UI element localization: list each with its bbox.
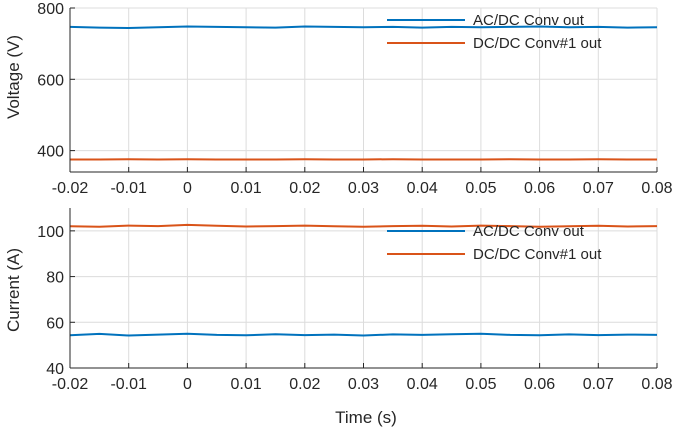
current-legend-label: DC/DC Conv#1 out <box>473 246 602 263</box>
current-x-tick-label: -0.02 <box>52 376 89 393</box>
voltage-legend-label: AC/DC Conv out <box>473 12 585 29</box>
current-x-tick-label: -0.01 <box>110 376 147 393</box>
voltage-x-tick-label: 0.07 <box>583 180 614 197</box>
voltage-x-tick-label: 0.08 <box>641 180 672 197</box>
voltage-y-axis-label: Voltage (V) <box>4 35 23 119</box>
current-y-tick-label: 60 <box>46 315 64 332</box>
time-x-axis-label: Time (s) <box>335 408 397 427</box>
voltage-y-tick-label: 800 <box>37 1 64 18</box>
current-x-tick-label: 0.07 <box>583 376 614 393</box>
current-x-tick-label: 0 <box>183 376 192 393</box>
voltage-panel: Voltage (V) -0.02 -0.01 0 0.01 0.02 0.03 0.04 0… <box>4 1 673 197</box>
voltage-y-tick-label: 600 <box>37 72 64 89</box>
current-y-axis-label: Current (A) <box>4 248 23 332</box>
current-x-tick-label: 0.03 <box>348 376 379 393</box>
current-y-tick-label: 80 <box>46 270 64 287</box>
current-series-line-ac-dc <box>69 332 658 337</box>
current-panel: Current (A) Time (s) -0.02 -0.01 0 0.01 0.02… <box>4 208 673 427</box>
voltage-x-tick-label: 0.04 <box>407 180 438 197</box>
current-x-tick-label: 0.05 <box>465 376 496 393</box>
voltage-x-tick-label: -0.01 <box>110 180 147 197</box>
voltage-x-tick-label: 0.03 <box>348 180 379 197</box>
current-y-tick-label: 40 <box>46 361 64 378</box>
current-y-tick-label: 100 <box>37 224 64 241</box>
current-x-tick-label: 0.02 <box>289 376 320 393</box>
current-x-tick-label: 0.01 <box>231 376 262 393</box>
voltage-x-tick-label: 0.05 <box>465 180 496 197</box>
current-legend-label: AC/DC Conv out <box>473 223 585 240</box>
voltage-x-tick-label: 0.02 <box>289 180 320 197</box>
voltage-x-tick-label: 0.06 <box>524 180 555 197</box>
current-x-tick-label: 0.04 <box>407 376 438 393</box>
voltage-legend: AC/DC Conv out DC/DC Conv#1 out <box>387 12 602 52</box>
voltage-legend-label: DC/DC Conv#1 out <box>473 35 602 52</box>
current-legend: AC/DC Conv out DC/DC Conv#1 out <box>387 223 602 263</box>
voltage-series-line-ac-dc <box>69 25 658 29</box>
voltage-x-tick-label: -0.02 <box>52 180 89 197</box>
current-x-tick-label: 0.08 <box>641 376 672 393</box>
current-x-tick-label: 0.06 <box>524 376 555 393</box>
current-series-line-dc-dc <box>69 223 658 228</box>
voltage-y-tick-label: 400 <box>37 144 64 161</box>
voltage-x-tick-label: 0.01 <box>231 180 262 197</box>
voltage-x-tick-label: 0 <box>183 180 192 197</box>
